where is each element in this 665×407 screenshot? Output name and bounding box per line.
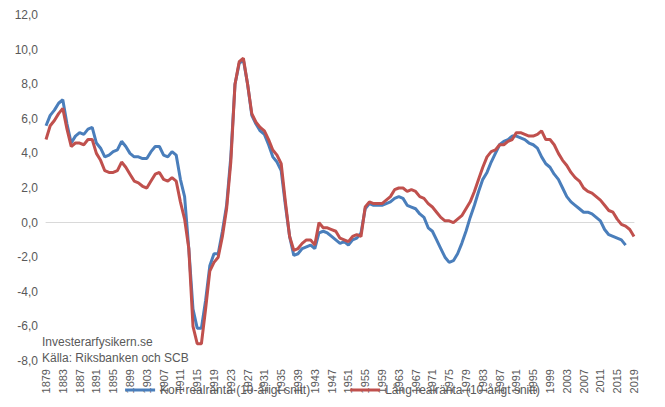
svg-text:1923: 1923	[224, 369, 237, 394]
svg-text:0,0: 0,0	[21, 216, 38, 230]
svg-text:Kort realränta (10-årigt snitt: Kort realränta (10-årigt snitt)	[160, 383, 310, 397]
svg-text:Investerarfysikern.se: Investerarfysikern.se	[42, 335, 153, 349]
svg-text:1931: 1931	[258, 369, 271, 394]
svg-text:8,0: 8,0	[21, 77, 38, 91]
svg-text:1987: 1987	[493, 369, 506, 394]
svg-text:6,0: 6,0	[21, 112, 38, 126]
svg-text:10,0: 10,0	[15, 43, 39, 57]
svg-text:1927: 1927	[241, 369, 254, 394]
svg-text:Källa: Riksbanken och SCB: Källa: Riksbanken och SCB	[42, 351, 189, 365]
svg-text:1979: 1979	[460, 369, 472, 394]
svg-text:2011: 2011	[594, 369, 606, 393]
svg-text:Lång realränta (10-årigt snitt: Lång realränta (10-årigt snitt)	[385, 383, 540, 397]
svg-text:1879: 1879	[40, 369, 52, 393]
svg-text:-8,0: -8,0	[17, 354, 38, 368]
svg-text:-4,0: -4,0	[17, 285, 38, 299]
svg-text:1951: 1951	[342, 369, 355, 394]
svg-text:2,0: 2,0	[21, 181, 38, 195]
svg-text:1963: 1963	[392, 369, 405, 394]
svg-text:1895: 1895	[107, 369, 119, 393]
svg-text:1971: 1971	[426, 369, 439, 394]
svg-text:1935: 1935	[275, 369, 288, 394]
svg-text:1999: 1999	[544, 369, 556, 393]
svg-text:1903: 1903	[140, 369, 153, 394]
svg-text:2015: 2015	[611, 369, 623, 393]
svg-text:1939: 1939	[292, 369, 304, 394]
svg-text:1991: 1991	[510, 369, 523, 394]
svg-text:1883: 1883	[57, 369, 69, 393]
svg-text:1983: 1983	[476, 369, 489, 394]
svg-text:1887: 1887	[74, 369, 86, 393]
svg-text:-6,0: -6,0	[17, 319, 38, 333]
svg-text:1915: 1915	[191, 369, 204, 394]
svg-text:1967: 1967	[409, 369, 422, 394]
svg-text:1891: 1891	[90, 369, 102, 393]
svg-text:-2,0: -2,0	[17, 250, 38, 264]
svg-text:1907: 1907	[157, 369, 170, 394]
svg-text:1947: 1947	[326, 369, 338, 393]
svg-text:1899: 1899	[124, 369, 136, 394]
svg-text:12,0: 12,0	[15, 8, 39, 22]
svg-text:2003: 2003	[561, 369, 573, 393]
svg-text:1959: 1959	[376, 369, 388, 394]
svg-text:1919: 1919	[208, 369, 220, 394]
svg-text:1995: 1995	[527, 369, 540, 394]
svg-text:4,0: 4,0	[21, 146, 38, 160]
svg-text:1975: 1975	[443, 369, 456, 394]
svg-text:2007: 2007	[578, 369, 590, 393]
svg-text:1955: 1955	[359, 369, 372, 394]
svg-text:1943: 1943	[309, 369, 321, 393]
svg-text:2019: 2019	[628, 369, 640, 393]
svg-text:1911: 1911	[174, 369, 187, 393]
